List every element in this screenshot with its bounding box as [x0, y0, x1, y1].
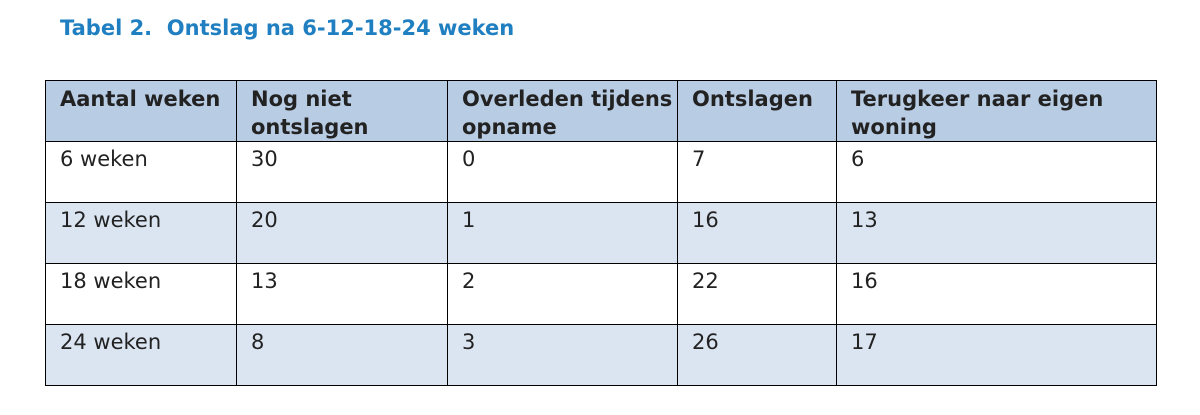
table-header-row: Aantal weken Nog niet ontslagen Overlede… — [45, 80, 1157, 142]
table-caption: Tabel 2. Ontslag na 6-12-18-24 weken — [60, 16, 515, 40]
table-row: 6 weken 30 0 7 6 — [45, 141, 1157, 203]
cell-deceased: 2 — [447, 263, 678, 325]
table-row: 24 weken 8 3 26 17 — [45, 324, 1157, 386]
header-overleden-tijdens-opname: Overleden tijdens opname — [447, 80, 678, 142]
cell-returned-home: 17 — [836, 324, 1157, 386]
header-ontslagen: Ontslagen — [677, 80, 837, 142]
cell-weeks: 12 weken — [45, 202, 237, 264]
cell-deceased: 1 — [447, 202, 678, 264]
cell-weeks: 24 weken — [45, 324, 237, 386]
cell-not-discharged: 8 — [236, 324, 448, 386]
cell-discharged: 7 — [677, 141, 837, 203]
cell-deceased: 3 — [447, 324, 678, 386]
table-row: 12 weken 20 1 16 13 — [45, 202, 1157, 264]
cell-discharged: 26 — [677, 324, 837, 386]
cell-returned-home: 13 — [836, 202, 1157, 264]
table-row: 18 weken 13 2 22 16 — [45, 263, 1157, 325]
cell-not-discharged: 20 — [236, 202, 448, 264]
header-aantal-weken: Aantal weken — [45, 80, 237, 142]
header-terugkeer-eigen-woning: Terugkeer naar eigen woning — [836, 80, 1157, 142]
cell-not-discharged: 30 — [236, 141, 448, 203]
cell-returned-home: 16 — [836, 263, 1157, 325]
cell-not-discharged: 13 — [236, 263, 448, 325]
cell-discharged: 16 — [677, 202, 837, 264]
discharge-table: Aantal weken Nog niet ontslagen Overlede… — [45, 80, 1157, 386]
cell-returned-home: 6 — [836, 141, 1157, 203]
cell-discharged: 22 — [677, 263, 837, 325]
cell-deceased: 0 — [447, 141, 678, 203]
cell-weeks: 6 weken — [45, 141, 237, 203]
cell-weeks: 18 weken — [45, 263, 237, 325]
header-nog-niet-ontslagen: Nog niet ontslagen — [236, 80, 448, 142]
